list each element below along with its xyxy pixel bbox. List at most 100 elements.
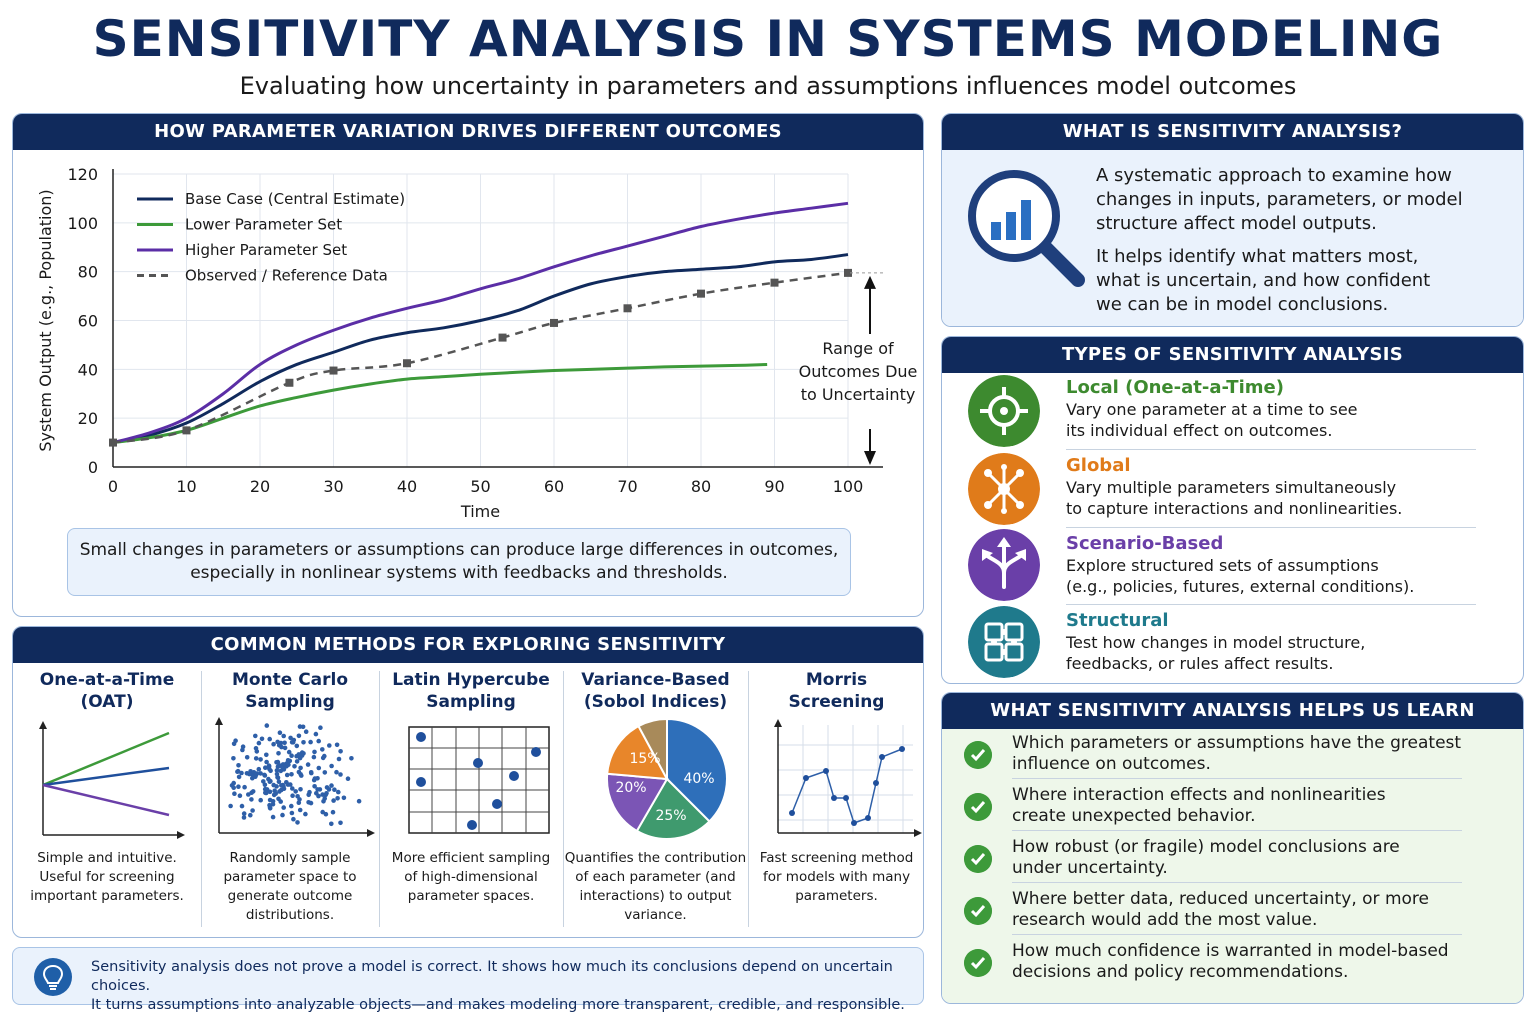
sample-point <box>303 811 308 817</box>
method-desc-line: Simple and intuitive. <box>37 850 177 866</box>
method-desc-line: variance. <box>624 907 687 923</box>
pie-slice <box>635 777 711 840</box>
what-is-line: we can be in model conclusions. <box>1096 294 1389 315</box>
sample-point <box>312 749 317 755</box>
method-title-line: (OAT) <box>80 692 134 712</box>
data-point <box>623 304 632 313</box>
method-title-line: Sampling <box>426 692 516 712</box>
pie-label: 40% <box>683 771 714 787</box>
method-desc-line: distributions. <box>245 907 335 923</box>
learn-line: How robust (or fragile) model conclusion… <box>1012 837 1400 857</box>
sample-point <box>231 741 237 747</box>
sample-point <box>329 821 334 827</box>
magnifier-chart-icon <box>968 170 1085 287</box>
sample-point <box>275 759 281 765</box>
method-desc-line: Useful for screening <box>39 869 175 885</box>
sample-point <box>253 756 259 761</box>
split-arrows-icon <box>968 529 1040 601</box>
sample-point <box>286 749 292 755</box>
sample-point <box>318 725 323 730</box>
learn-line: Where better data, reduced uncertainty, … <box>1012 889 1429 909</box>
sample-point <box>316 738 321 744</box>
learn-item: How robust (or fragile) model conclusion… <box>942 837 1523 889</box>
method-title-line: Variance-Based <box>581 670 730 690</box>
method-desc: Quantifies the contribution of each para… <box>563 849 748 925</box>
sample-point <box>242 784 247 790</box>
chart-caption-line1: Small changes in parameters or assumptio… <box>79 540 839 560</box>
what-is-line: what is uncertain, and how confident <box>1096 270 1431 291</box>
learn-line: Where interaction effects and nonlineari… <box>1012 785 1386 805</box>
method-monte-carlo: Monte Carlo Sampling Randomly sample par… <box>201 663 379 937</box>
y-tick-label: 40 <box>78 360 98 379</box>
sample-point <box>249 797 254 802</box>
series-line <box>112 271 849 444</box>
sample-point <box>289 753 294 758</box>
puzzle-icon <box>968 606 1040 678</box>
sample-point <box>264 723 270 728</box>
sample-point <box>290 793 295 798</box>
sample-point <box>254 749 260 754</box>
sample-point <box>338 820 343 826</box>
series-line <box>112 201 849 445</box>
types-panel-header: TYPES OF SENSITIVITY ANALYSIS <box>942 337 1523 373</box>
what-is-definition: A systematic approach to examine how cha… <box>1096 164 1506 236</box>
learn-line: decisions and policy recommendations. <box>1012 962 1349 982</box>
sample-point <box>329 763 334 769</box>
x-tick-label: 20 <box>250 477 270 496</box>
learn-item: How much confidence is warranted in mode… <box>942 941 1523 993</box>
range-annotation: to Uncertainty <box>801 385 916 404</box>
sample-point <box>308 800 314 806</box>
sample-point <box>294 759 300 764</box>
lightbulb-icon <box>34 958 72 996</box>
type-desc-line: feedbacks, or rules affect results. <box>1066 654 1334 673</box>
method-desc: Fast screening method for models with ma… <box>748 849 923 906</box>
learn-line: under uncertainty. <box>1012 858 1168 878</box>
sample-point <box>296 733 302 739</box>
sample-point <box>258 771 263 776</box>
learn-line: Which parameters or assumptions have the… <box>1012 733 1462 753</box>
page-subtitle: Evaluating how uncertainty in parameters… <box>239 72 1297 100</box>
y-tick-label: 100 <box>67 214 98 233</box>
sample-point <box>289 810 295 816</box>
monte-carlo-scatter <box>215 717 375 837</box>
data-point <box>844 268 852 277</box>
sample-point <box>280 762 286 767</box>
sample-point <box>291 816 296 822</box>
sample-point <box>253 733 258 739</box>
learn-line: influence on outcomes. <box>1012 754 1211 774</box>
sample-point <box>270 814 276 820</box>
sample-point <box>240 747 245 753</box>
method-title: Monte Carlo Sampling <box>201 669 379 713</box>
data-point <box>770 278 779 287</box>
method-title-line: Monte Carlo <box>231 670 349 690</box>
type-desc-line: (e.g., policies, futures, external condi… <box>1066 577 1415 596</box>
sample-point <box>258 757 263 762</box>
sample-point <box>256 740 262 746</box>
check-icon <box>964 793 992 821</box>
learn-item: Where interaction effects and nonlineari… <box>942 785 1523 837</box>
sample-point <box>267 802 272 808</box>
method-title-line: (Sobol Indices) <box>583 692 728 712</box>
type-desc-line: its individual effect on outcomes. <box>1066 421 1333 440</box>
sample-point <box>298 765 303 771</box>
what-is-panel: WHAT IS SENSITIVITY ANALYSIS? A systemat… <box>941 113 1524 327</box>
x-tick-label: 100 <box>833 477 864 496</box>
sample-point <box>290 786 295 791</box>
sample-point <box>305 762 311 767</box>
note-line: Sensitivity analysis does not prove a mo… <box>91 959 893 994</box>
sample-point <box>275 775 280 780</box>
legend-label: Base Case (Central Estimate) <box>185 190 405 208</box>
legend-label: Observed / Reference Data <box>185 267 388 285</box>
range-annotation: Range of <box>822 339 894 358</box>
method-desc-line: important parameters. <box>30 888 184 904</box>
sample-point <box>281 805 286 810</box>
y-tick-label: 120 <box>67 165 98 184</box>
sample-point <box>246 792 251 797</box>
sobol-pie-chart: 40% 25% 20% 15% <box>605 717 728 840</box>
sample-point <box>327 743 332 748</box>
sample-point <box>326 787 332 792</box>
method-oat: One-at-a-Time (OAT) Simple and intuitive… <box>13 663 201 937</box>
type-desc: Explore structured sets of assumptions (… <box>1066 555 1496 597</box>
sample-point <box>237 793 243 798</box>
sample-point <box>295 820 300 825</box>
